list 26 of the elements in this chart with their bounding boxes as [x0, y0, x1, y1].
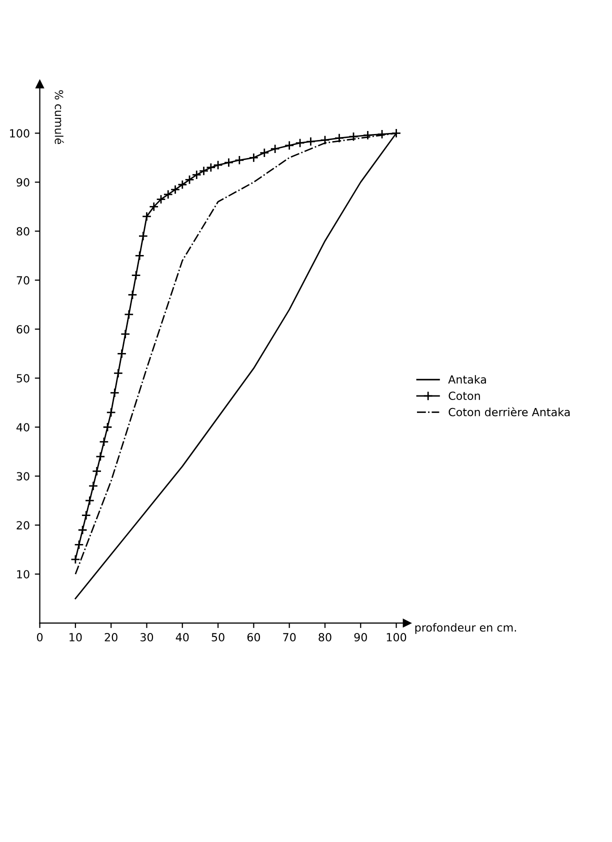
x-tick-label: 100	[386, 633, 406, 642]
x-axis-title: profondeur en cm.	[415, 623, 516, 634]
legend-label: Coton derrière Antaka	[448, 407, 570, 416]
y-tick-label: 90	[16, 178, 30, 187]
x-tick-label: 90	[354, 633, 367, 642]
x-tick-label: 60	[247, 633, 260, 642]
y-tick-label: 80	[16, 227, 30, 236]
x-tick-label: 20	[104, 633, 118, 642]
y-tick-label: 40	[16, 423, 30, 432]
y-tick-label: 50	[16, 374, 30, 383]
x-tick-label: 0	[36, 633, 43, 642]
x-tick-label: 40	[176, 633, 189, 642]
legend-label: Antaka	[448, 375, 486, 384]
y-tick-label: 10	[17, 570, 30, 578]
x-tick-label: 70	[283, 633, 296, 642]
x-tick-label: 30	[140, 633, 154, 642]
y-tick-label: 20	[16, 521, 30, 530]
y-tick-label: 60	[16, 325, 30, 334]
legend-label: Coton	[448, 392, 480, 400]
y-tick-label: 30	[16, 472, 30, 480]
y-tick-label: 70	[16, 276, 30, 285]
y-tick-label: 100	[10, 129, 30, 138]
y-axis-title: % cumulé	[54, 90, 64, 144]
x-tick-label: 50	[212, 633, 224, 642]
x-tick-label: 10	[70, 633, 82, 642]
x-tick-label: 80	[318, 633, 332, 642]
